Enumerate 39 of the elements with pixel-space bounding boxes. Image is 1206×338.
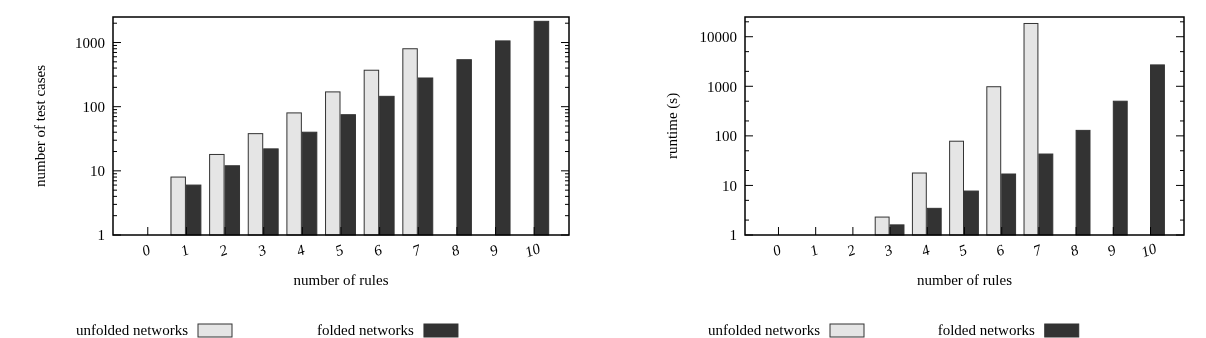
y-tick-label: 1000 (75, 34, 105, 51)
y-tick-label: 100 (714, 128, 737, 145)
y-tick-label: 1 (97, 227, 105, 244)
x-axis-title: number of rules (293, 272, 389, 288)
y-tick-label: 100 (82, 98, 105, 115)
x-tick-label: 7 (1030, 240, 1045, 260)
x-tick-label: 0 (770, 241, 784, 260)
x-tick-label: 6 (993, 241, 1007, 260)
x-tick-label: 4 (294, 241, 308, 260)
y-tick-label: 10 (722, 177, 737, 194)
x-tick-label: 7 (410, 240, 425, 260)
legend-label: folded networks (316, 322, 415, 338)
x-tick-label: 5 (956, 241, 970, 260)
x-tick-label: 1 (178, 241, 191, 260)
legend-label: unfolded networks (75, 322, 189, 338)
x-axis-title: number of rules (917, 272, 1013, 288)
x-tick-label: 3 (254, 241, 269, 260)
x-tick-label: 1 (807, 241, 821, 260)
x-tick-label: 10 (1139, 240, 1160, 261)
y-tick-label: 1 (729, 227, 737, 244)
x-tick-label: 10 (522, 240, 543, 261)
y-tick-label: 1000 (707, 78, 737, 95)
x-tick-label: 6 (371, 241, 385, 260)
x-tick-label: 2 (217, 241, 231, 260)
x-tick-label: 0 (139, 241, 153, 260)
x-tick-label: 8 (1068, 241, 1082, 260)
x-tick-label: 8 (448, 241, 462, 260)
y-axis-title: number of test cases (32, 64, 48, 188)
x-tick-label: 4 (919, 241, 933, 260)
x-tick-label: 3 (881, 241, 895, 260)
x-tick-label: 9 (487, 241, 501, 260)
x-tick-label: 2 (844, 241, 858, 260)
legend-label: unfolded networks (707, 322, 821, 338)
x-tick-label: 9 (1105, 241, 1119, 260)
y-tick-label: 10 (90, 163, 105, 180)
y-axis-title: runtime (s) (664, 92, 681, 160)
y-tick-label: 10000 (699, 28, 737, 45)
x-tick-label: 5 (333, 241, 347, 260)
legend-label: folded networks (937, 322, 1035, 338)
